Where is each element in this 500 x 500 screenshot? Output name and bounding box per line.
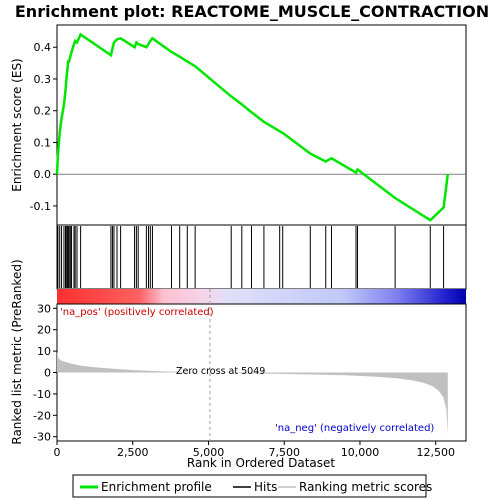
metric-y-tick-label: 30 [37, 302, 51, 315]
es-y-axis: -0.1 0.0 0.1 0.2 0.3 0.4 [30, 41, 57, 213]
metric-y-tick-label: -30 [33, 431, 51, 444]
ranked-color-bar [57, 289, 466, 304]
metric-y-axis-label: Ranked list metric (PreRanked) [10, 259, 24, 444]
pos-correlated-label: 'na_pos' (positively correlated) [60, 307, 214, 318]
es-y-tick-label: 0.3 [34, 73, 52, 86]
legend-metric-label: Ranking metric scores [299, 480, 432, 494]
es-y-axis-label: Enrichment score (ES) [10, 58, 24, 191]
x-tick-label: 5,000 [193, 446, 225, 459]
x-tick-label: 12,500 [416, 446, 455, 459]
legend-enrichment-label: Enrichment profile [101, 480, 212, 494]
metric-y-axis: -30 -20 -10 0 10 20 30 [33, 302, 57, 444]
x-tick-label: 7,500 [268, 446, 300, 459]
es-y-tick-label: 0.4 [34, 41, 52, 54]
ranked-metric-panel: -30 -20 -10 0 10 20 30 'na_pos' (positively co… [10, 259, 467, 445]
enrichment-profile-line [55, 32, 450, 222]
zero-cross-label: Zero cross at 5049 [176, 366, 265, 377]
hit-markers [57, 226, 445, 288]
x-tick-label: 0 [54, 446, 61, 459]
hits-plot-frame [56, 224, 467, 290]
chart-title: Enrichment plot: REACTOME_MUSCLE_CONTRAC… [15, 2, 489, 21]
ranked-color-bar-fill [57, 289, 466, 304]
legend: Enrichment profile Hits Ranking metric s… [72, 474, 432, 498]
metric-y-tick-label: 10 [37, 345, 51, 358]
metric-y-tick-label: 20 [37, 324, 51, 337]
hits-panel [56, 224, 467, 290]
es-y-tick-label: 0.2 [34, 105, 52, 118]
enrichment-score-panel: -0.1 0.0 0.1 0.2 0.3 0.4 Enrichment score (ES… [10, 24, 467, 226]
metric-y-tick-label: -10 [33, 388, 51, 401]
es-y-tick-label: 0.0 [34, 168, 52, 181]
es-plot-frame [56, 24, 467, 226]
x-axis-label: Rank in Ordered Dataset [187, 456, 335, 470]
legend-box [72, 474, 427, 498]
es-y-tick-label: -0.1 [30, 200, 51, 213]
neg-correlated-label: 'na_neg' (negatively correlated) [275, 423, 434, 434]
ranking-metric-area [57, 352, 448, 435]
metric-y-tick-label: -20 [33, 409, 51, 422]
x-tick-label: 2,500 [117, 446, 149, 459]
legend-hits-label: Hits [254, 480, 277, 494]
x-tick-label: 10,000 [341, 446, 380, 459]
es-y-tick-label: 0.1 [34, 136, 52, 149]
metric-y-tick-label: 0 [44, 367, 51, 380]
x-axis: 0 2,500 5,000 7,500 10,000 12,500 [54, 441, 455, 459]
